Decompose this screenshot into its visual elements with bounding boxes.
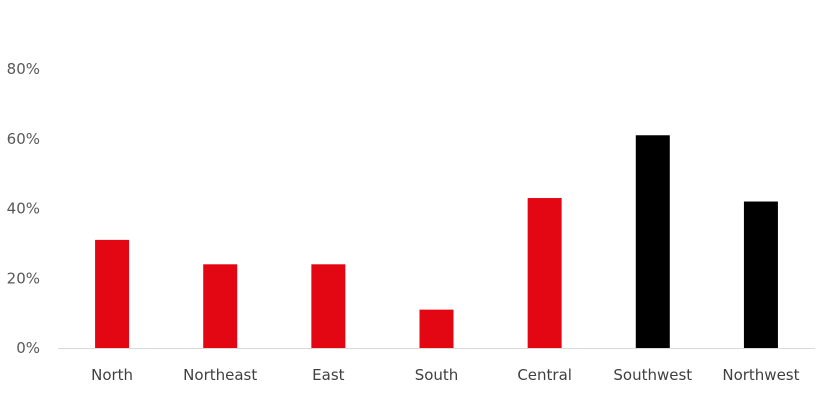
bar-south bbox=[419, 309, 454, 348]
x-tick-label-central: Central bbox=[517, 366, 572, 384]
bar-northwest bbox=[743, 201, 778, 348]
bar-central bbox=[527, 198, 562, 348]
x-axis-labels: North Northeast East South Central Southwest N… bbox=[91, 366, 800, 384]
bar-southwest bbox=[635, 135, 670, 348]
x-tick-label-southwest: Southwest bbox=[613, 366, 692, 384]
x-tick-label-south: South bbox=[415, 366, 459, 384]
y-tick-label: 20% bbox=[7, 269, 40, 287]
y-tick-label: 80% bbox=[7, 60, 40, 78]
y-tick-label: 60% bbox=[7, 130, 40, 148]
x-tick-label-north: North bbox=[91, 366, 133, 384]
bar-northeast bbox=[203, 264, 238, 348]
y-axis-ticks: 0% 20% 40% 60% 80% bbox=[7, 60, 40, 357]
y-tick-label: 40% bbox=[7, 200, 40, 218]
x-tick-label-northeast: Northeast bbox=[183, 366, 257, 384]
x-tick-label-northwest: Northwest bbox=[722, 366, 799, 384]
bar-east bbox=[311, 264, 346, 348]
y-tick-label: 0% bbox=[16, 339, 40, 357]
bars-group bbox=[95, 135, 778, 348]
x-tick-label-east: East bbox=[312, 366, 344, 384]
bar-north bbox=[95, 239, 130, 348]
